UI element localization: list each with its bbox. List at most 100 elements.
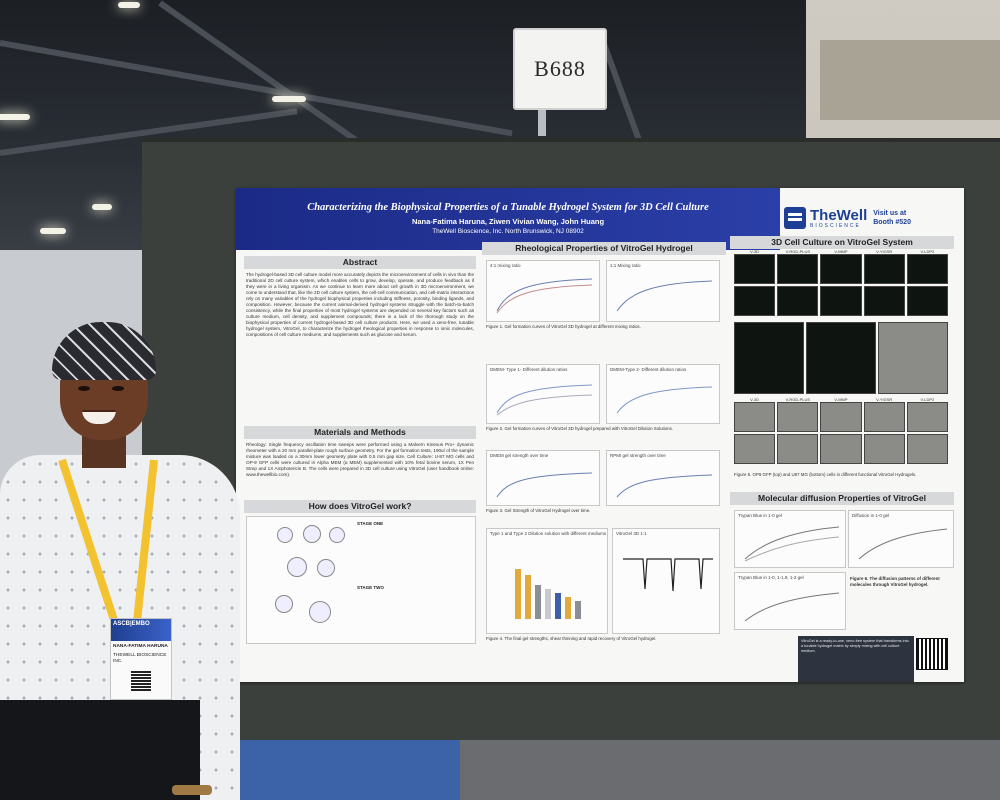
stage-one-label: STAGE ONE [357, 521, 384, 526]
chart-title: DMEM- Type 1- Different dilution ratios [490, 367, 568, 372]
cell-image [906, 286, 948, 316]
cell-image [734, 286, 776, 316]
diffusion-chart [744, 592, 840, 622]
chart-title: Type 1 and Type 2 Dilution solution with… [490, 531, 607, 536]
sign-pole [538, 100, 546, 136]
brand-sub: BIOSCIENCE [810, 222, 861, 229]
fluorescence-grid: V-3D V-RGD-PLUS V-MMP V-YIGSR V-LDP2 [734, 249, 948, 316]
chart-rpmi-strength: RPMI gel strength over time [606, 450, 720, 506]
badge-org: THEWELL BIOSCIENCE INC. [113, 653, 167, 664]
figure-6-caption: Figure 6. The diffusion patterns of diff… [850, 576, 940, 587]
chart-trypan-blue: Trypan Blue in 1-0 gel [734, 510, 846, 568]
figure-4-caption: Figure 4. The final gel strengths, shear… [486, 636, 657, 641]
abstract-text: The hydrogel-based 3D cell culture model… [246, 272, 474, 337]
cell-image [777, 434, 819, 464]
chart-title: Trypan Blue in 1-0, 1-1.8, 1-2 gel [738, 575, 804, 580]
recovery-chart [623, 558, 713, 592]
badge-event: ASCB|EMBO [111, 619, 171, 641]
chart-diffusion: Diffusion in 1-0 gel [848, 510, 954, 568]
cell-image [863, 286, 905, 316]
chart-trypan-ratios: Trypan Blue in 1-0, 1-1.8, 1-2 gel [734, 572, 846, 630]
zoom-grid [734, 322, 948, 394]
figure-2-caption: Figure 2. Gel formation curves of VitroG… [486, 426, 674, 431]
rheology-heading: Rheological Properties of VitroGel Hydro… [482, 242, 726, 255]
conference-badge: ASCB|EMBO NANA-FATIMA HARUNA THEWELL BIO… [110, 618, 172, 700]
barcode-icon [131, 671, 151, 691]
cell-image [777, 286, 819, 316]
cell-label: V-YIGSR [876, 397, 893, 402]
poster-banner: Characterizing the Biophysical Propertie… [236, 188, 780, 250]
gel-curve-chart [496, 472, 593, 498]
brand-block: TheWell BIOSCIENCE Visit us at Booth #52… [784, 192, 960, 244]
badge-name: NANA-FATIMA HARUNA [113, 644, 168, 649]
cell-image: V-3D [734, 249, 776, 284]
gel-curve-chart [616, 474, 713, 498]
cell-image: V-YIGSR [863, 397, 905, 432]
stage-two-label: STAGE TWO [357, 585, 384, 590]
smile [82, 410, 116, 424]
bar-chart-3d [515, 569, 581, 619]
cell-image: V-LDP2 [906, 397, 948, 432]
vial-icon [329, 527, 345, 543]
cell-image: V-RGD-PLUS [777, 249, 819, 284]
cell-image-large [878, 322, 948, 394]
culture-heading: 3D Cell Culture on VitroGel System [730, 236, 954, 249]
how-heading: How does VitroGel work? [244, 500, 476, 513]
visit-label: Visit us at [873, 210, 907, 217]
chart-vitrogel-1-1: VitroGel 3D 1:1 [612, 528, 720, 634]
abstract-heading: Abstract [244, 256, 476, 269]
booth-label: Booth #520 [873, 219, 911, 226]
cell-label: V-LDP2 [920, 249, 935, 254]
qr-code-icon [916, 638, 948, 670]
bracelet [172, 785, 212, 795]
cell-image-large [806, 322, 876, 394]
cell-image: V-MMP [820, 249, 862, 284]
research-poster: Characterizing the Biophysical Propertie… [236, 188, 964, 682]
cell-label: V-3D [750, 249, 760, 254]
booth-sign: B688 [513, 28, 607, 110]
hydrogel-icon [309, 601, 331, 623]
gel-icon [317, 559, 335, 577]
pants [0, 700, 200, 800]
cell-image [734, 434, 776, 464]
chart-dmem-type2: DMEM-Type 2- Different dilution ratios [606, 364, 720, 424]
chart-dmem-strength: DMEM gel strength over time [486, 450, 600, 506]
booth-visit: Visit us at Booth #520 [873, 209, 911, 227]
gel-curve-chart [496, 278, 593, 314]
figure-5-caption: Figure 5. OP9 GFP (top) and U87 MG (bott… [734, 472, 917, 477]
cell-image: V-MMP [820, 397, 862, 432]
gel-curve-chart [496, 384, 593, 416]
headscarf [52, 322, 156, 380]
gel-curve-chart [616, 280, 713, 312]
figure-3-caption: Figure 3. Gel Strength of VitroGel Hydro… [486, 508, 591, 513]
cell-icon [303, 525, 321, 543]
poster-affiliation: TheWell Bioscience, Inc. North Brunswick… [432, 228, 584, 235]
cell-image [820, 434, 862, 464]
brightfield-grid: V-3D V-RGD-PLUS V-MMP V-YIGSR V-LDP2 [734, 397, 948, 464]
cell-label: V-YIGSR [876, 249, 893, 254]
cell-image: V-RGD-PLUS [777, 397, 819, 432]
figure-1-caption: Figure 1. Gel formation curves of VitroG… [486, 324, 641, 329]
eye [112, 386, 124, 391]
chart-title: Diffusion in 1-0 gel [852, 513, 890, 518]
cell-label: V-MMP [834, 249, 848, 254]
methods-heading: Materials and Methods [244, 426, 476, 439]
chart-mixing-4-1: 4:1 mixing ratio [486, 260, 600, 322]
chart-title: Trypan Blue in 1-0 gel [738, 513, 782, 518]
presenter: ASCB|EMBO NANA-FATIMA HARUNA THEWELL BIO… [0, 300, 240, 800]
ceiling-light [92, 204, 112, 210]
chart-title: VitroGel 3D 1:1 [616, 531, 647, 536]
diffusion-chart [744, 526, 840, 562]
cell-image [863, 434, 905, 464]
gel-curve-chart [616, 386, 713, 414]
how-diagram: STAGE ONE STAGE TWO [246, 516, 476, 644]
cell-label: V-3D [750, 397, 760, 402]
chart-3d-bars: Type 1 and Type 2 Dilution solution with… [486, 528, 608, 634]
plate-icon [275, 595, 293, 613]
chart-title: DMEM gel strength over time [490, 453, 549, 458]
cell-label: V-RGD-PLUS [785, 397, 811, 402]
cell-label: V-LDP2 [920, 397, 935, 402]
product-notes: VitroGel is a ready-to-use, xeno-free sy… [798, 636, 914, 682]
chart-title: 1:1 Mixing ratio [610, 263, 641, 268]
